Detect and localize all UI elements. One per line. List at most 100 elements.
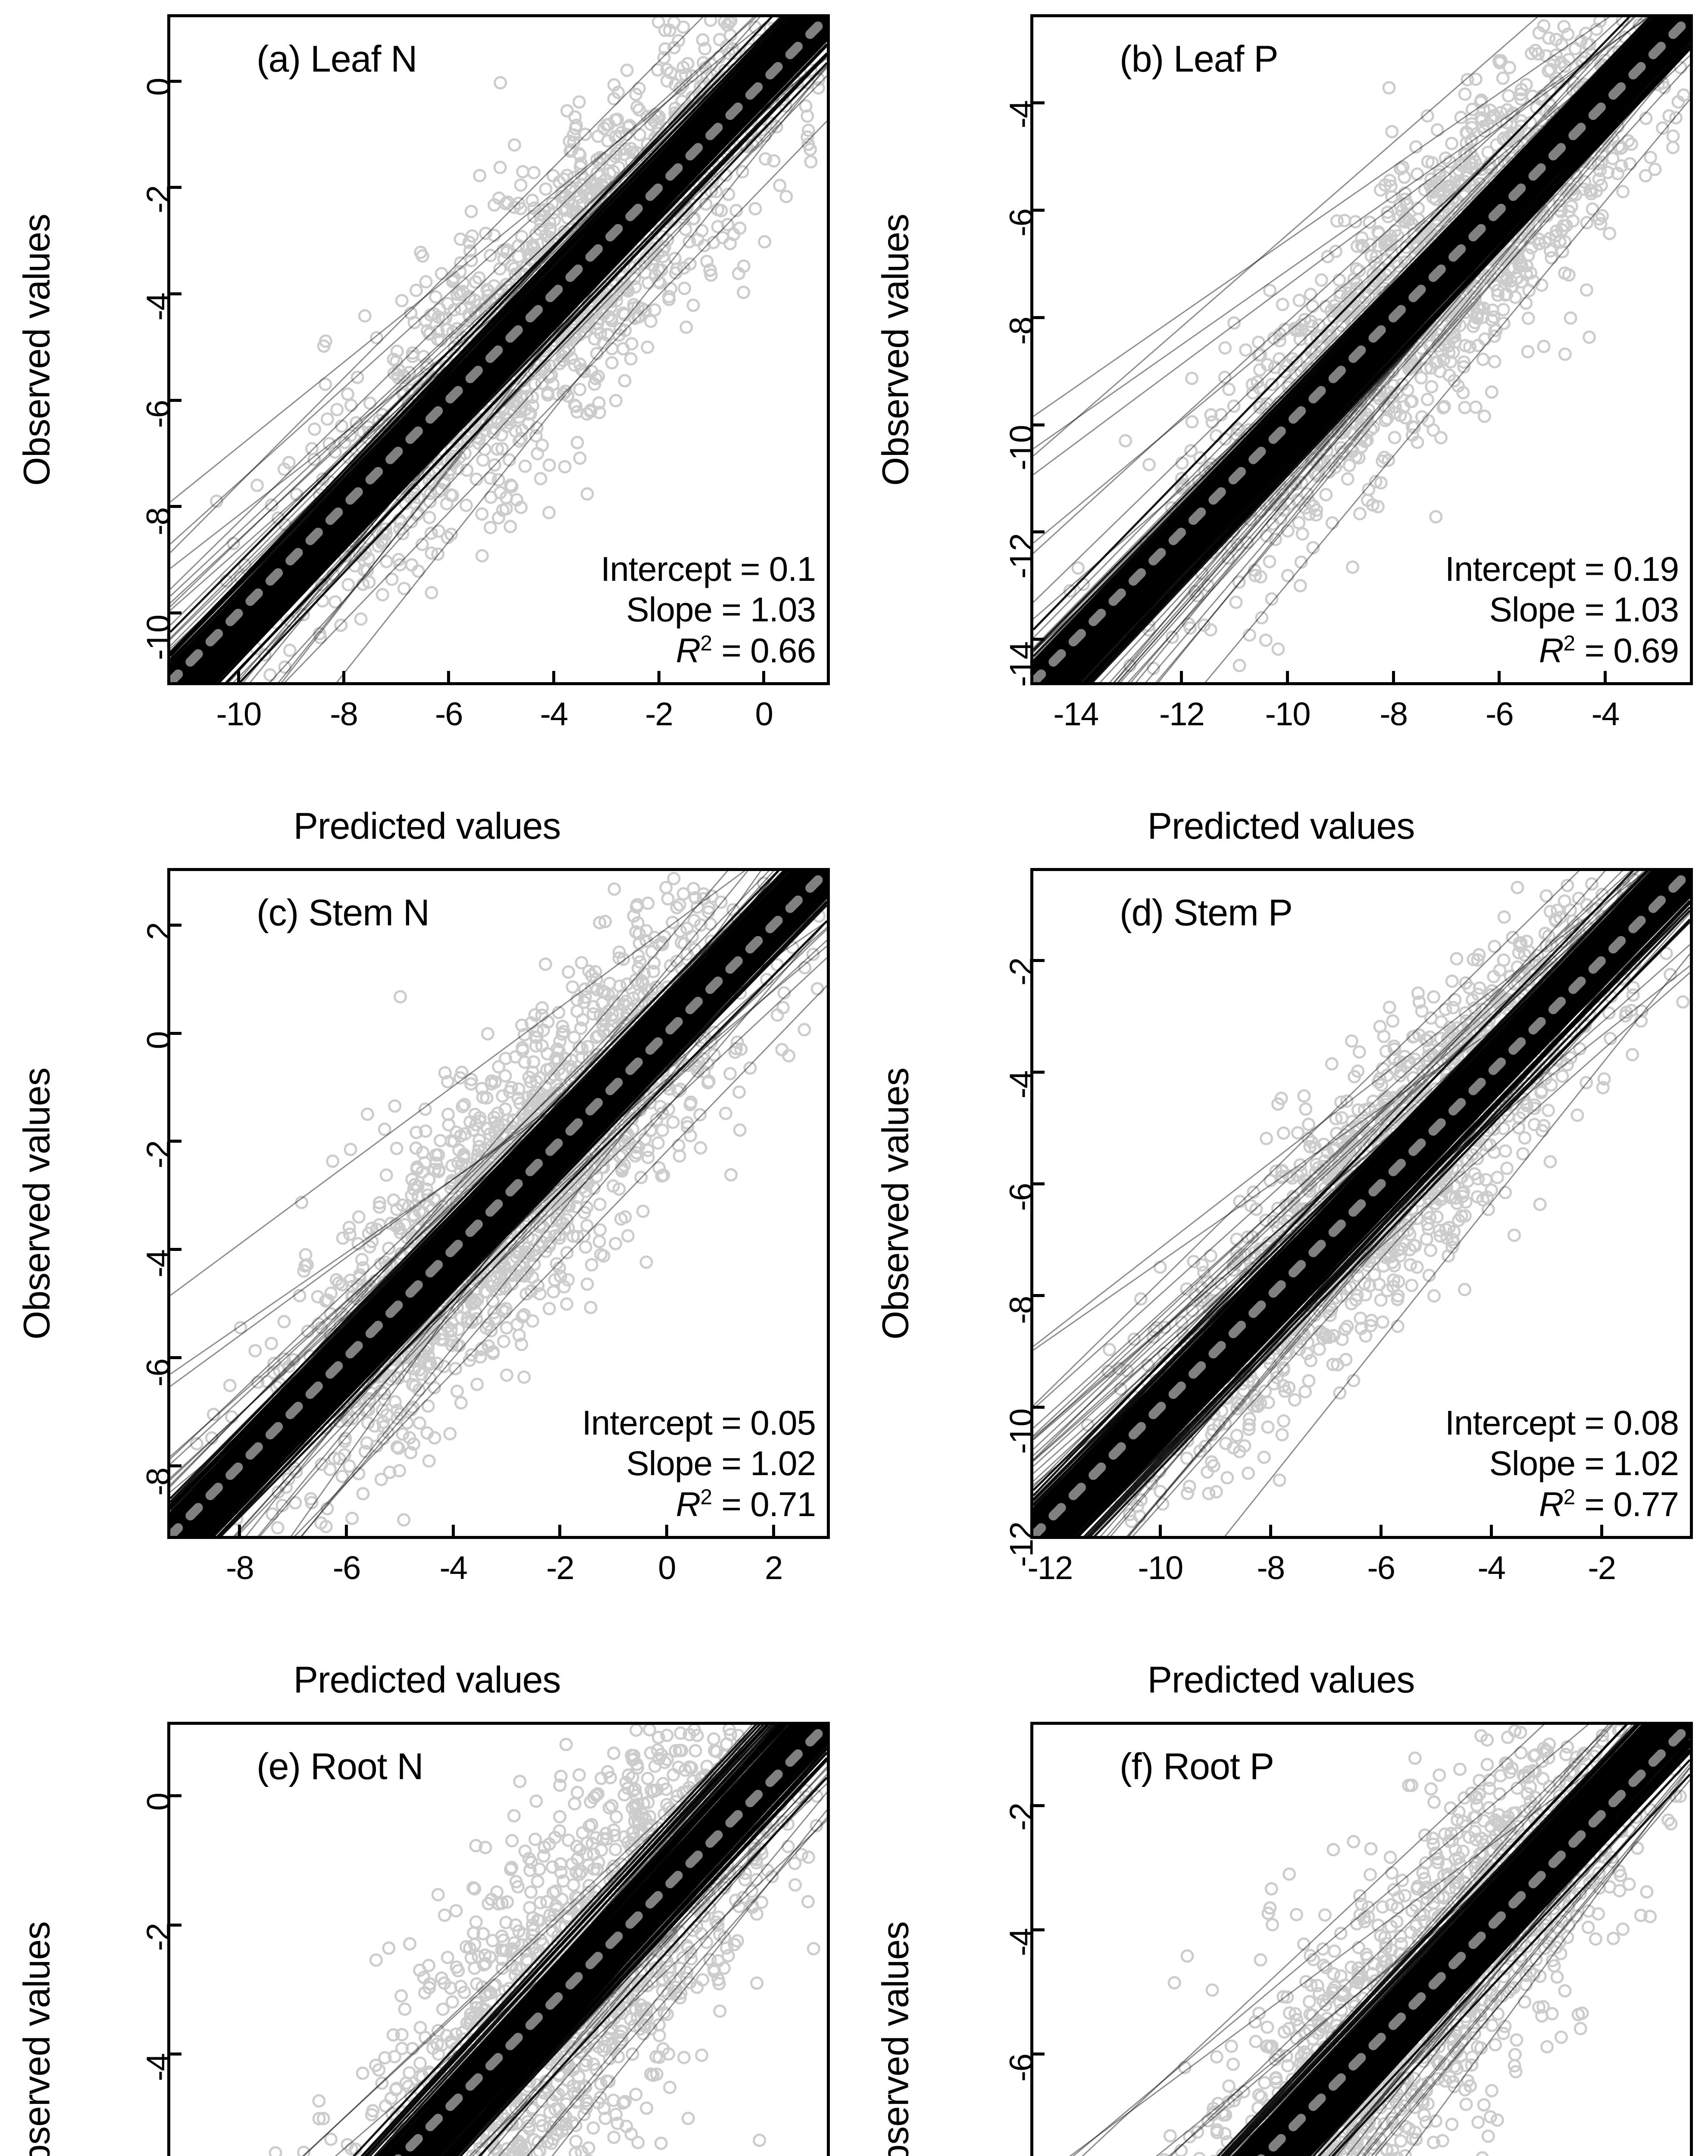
y-tick-mark (1033, 101, 1045, 104)
x-tick-mark (1498, 671, 1501, 682)
x-tick-mark (1392, 671, 1395, 682)
y-tick-mark (170, 186, 181, 189)
x-tick-mark (665, 1525, 668, 1536)
x-tick-label: -4 (1477, 1549, 1505, 1587)
panel-title: (b) Leaf P (1120, 38, 1278, 81)
x-tick-label: -6 (435, 696, 463, 733)
y-tick-mark (1033, 1182, 1045, 1185)
x-tick-label: -6 (333, 1549, 360, 1587)
x-axis-title: Predicted values (854, 805, 1708, 848)
x-tick-mark (342, 671, 345, 682)
x-axis-title-text: Predicted values (1148, 805, 1415, 847)
scatter-canvas (170, 1725, 827, 2156)
x-tick-label: -6 (1486, 696, 1513, 733)
x-tick-mark (1180, 671, 1183, 682)
y-axis-title: Observed values (854, 1722, 938, 2156)
x-tick-label: -14 (1053, 696, 1098, 733)
y-tick-mark (1033, 638, 1045, 641)
intercept-label: Intercept = 0.05 (582, 1403, 816, 1443)
x-tick-label: -10 (216, 696, 261, 733)
x-tick-label: -12 (1159, 696, 1204, 733)
y-axis-title-text: Observed values (875, 1068, 917, 1339)
x-tick-label: -4 (1592, 696, 1619, 733)
y-tick-mark (170, 1140, 181, 1143)
x-tick-mark (772, 1525, 775, 1536)
y-tick-labels: -10-8-6-4-2 (973, 1722, 1024, 2156)
x-tick-label: -8 (1380, 696, 1407, 733)
r-symbol: R (676, 631, 701, 670)
plot-area-a: (a) Leaf N Intercept = 0.1 Slope = 1.03 R2 … (167, 14, 830, 685)
y-tick-mark (1033, 1804, 1045, 1807)
y-tick-mark (170, 611, 181, 614)
x-tick-label: -8 (226, 1549, 253, 1587)
x-tick-mark (452, 1525, 455, 1536)
r-squared-label: R2 = 0.77 (1445, 1484, 1679, 1525)
y-tick-mark (1033, 423, 1045, 426)
r-squared-label: R2 = 0.71 (582, 1484, 816, 1525)
x-tick-mark (1490, 1525, 1493, 1536)
y-axis-title: Observed values (0, 1722, 75, 2156)
r-squared-value: = 0.71 (712, 1485, 816, 1523)
y-tick-mark (170, 1356, 181, 1359)
x-tick-label: -2 (1588, 1549, 1615, 1587)
panel-a: Observed values -10 -8 -6 -4 -2 0 (a) Leaf N Int… (0, 0, 854, 854)
y-axis-title-text: Observed values (16, 214, 59, 486)
r-exponent: 2 (701, 631, 713, 655)
r-exponent: 2 (1564, 631, 1576, 655)
plot-inner: (b) Leaf P Intercept = 0.19 Slope = 1.03 R2… (1033, 17, 1690, 682)
x-tick-mark (1269, 1525, 1272, 1536)
y-tick-mark (1033, 2053, 1045, 2056)
x-tick-label: -4 (439, 1549, 467, 1587)
y-axis-title: Observed values (0, 868, 75, 1539)
y-tick-mark (1033, 530, 1045, 533)
x-tick-mark (657, 671, 660, 682)
x-tick-label: -12 (1027, 1549, 1072, 1587)
y-tick-mark (170, 2053, 181, 2056)
y-axis-title-text: Observed values (875, 1921, 917, 2156)
x-tick-labels: -8 -6 -4 -2 0 2 (170, 1549, 827, 1592)
x-tick-mark (1159, 1525, 1162, 1536)
x-axis-title: Predicted values (0, 805, 854, 848)
r-squared-value: = 0.77 (1575, 1485, 1679, 1523)
intercept-label: Intercept = 0.19 (1445, 549, 1679, 589)
panel-title: (e) Root N (257, 1745, 423, 1788)
y-axis-title: Observed values (854, 868, 938, 1539)
panel-c: Observed values -8 -6 -4 -2 0 2 (c) Stem N Inter… (0, 854, 854, 1708)
plot-inner: (c) Stem N Intercept = 0.05 Slope = 1.02 R2… (170, 871, 827, 1536)
x-axis-title: Predicted values (0, 1659, 854, 1702)
y-tick-mark (170, 1032, 181, 1035)
stats-annotation: Intercept = 0.08 Slope = 1.02 R2 = 0.77 (1445, 1403, 1679, 1525)
r-exponent: 2 (1564, 1485, 1576, 1509)
x-tick-label: -8 (330, 696, 357, 733)
y-tick-labels: -10 -8 -6 -4 -2 0 (110, 14, 161, 685)
x-tick-label: -10 (1265, 696, 1310, 733)
panel-title: (d) Stem P (1120, 892, 1292, 934)
stats-annotation: Intercept = 0.05 Slope = 1.02 R2 = 0.71 (582, 1403, 816, 1525)
stats-annotation: Intercept = 0.19 Slope = 1.03 R2 = 0.69 (1445, 549, 1679, 671)
x-tick-label: -8 (1257, 1549, 1285, 1587)
x-tick-mark (1074, 671, 1077, 682)
slope-label: Slope = 1.02 (1445, 1443, 1679, 1484)
plot-area-d: (d) Stem P Intercept = 0.08 Slope = 1.02 R2… (1030, 868, 1693, 1539)
y-axis-title: Observed values (0, 14, 75, 685)
x-tick-labels: -10 -8 -6 -4 -2 0 (170, 696, 827, 739)
y-tick-mark (170, 399, 181, 402)
x-tick-mark (1048, 1525, 1051, 1536)
x-tick-label: 0 (755, 696, 773, 733)
slope-label: Slope = 1.02 (582, 1443, 816, 1484)
slope-label: Slope = 1.03 (1445, 589, 1679, 630)
intercept-label: Intercept = 0.08 (1445, 1403, 1679, 1443)
plot-area-b: (b) Leaf P Intercept = 0.19 Slope = 1.03 R2… (1030, 14, 1693, 685)
y-tick-mark (170, 1924, 181, 1927)
x-tick-mark (1600, 1525, 1603, 1536)
r-squared-label: R2 = 0.66 (601, 630, 816, 671)
panel-e: Observed values-8-6-4-20(e) Root NInterc… (0, 1708, 854, 2156)
y-axis-title-text: Observed values (16, 1068, 59, 1339)
panel-b: Observed values -14 -12 -10 -8 -6 -4 (b) Leaf P… (854, 0, 1708, 854)
